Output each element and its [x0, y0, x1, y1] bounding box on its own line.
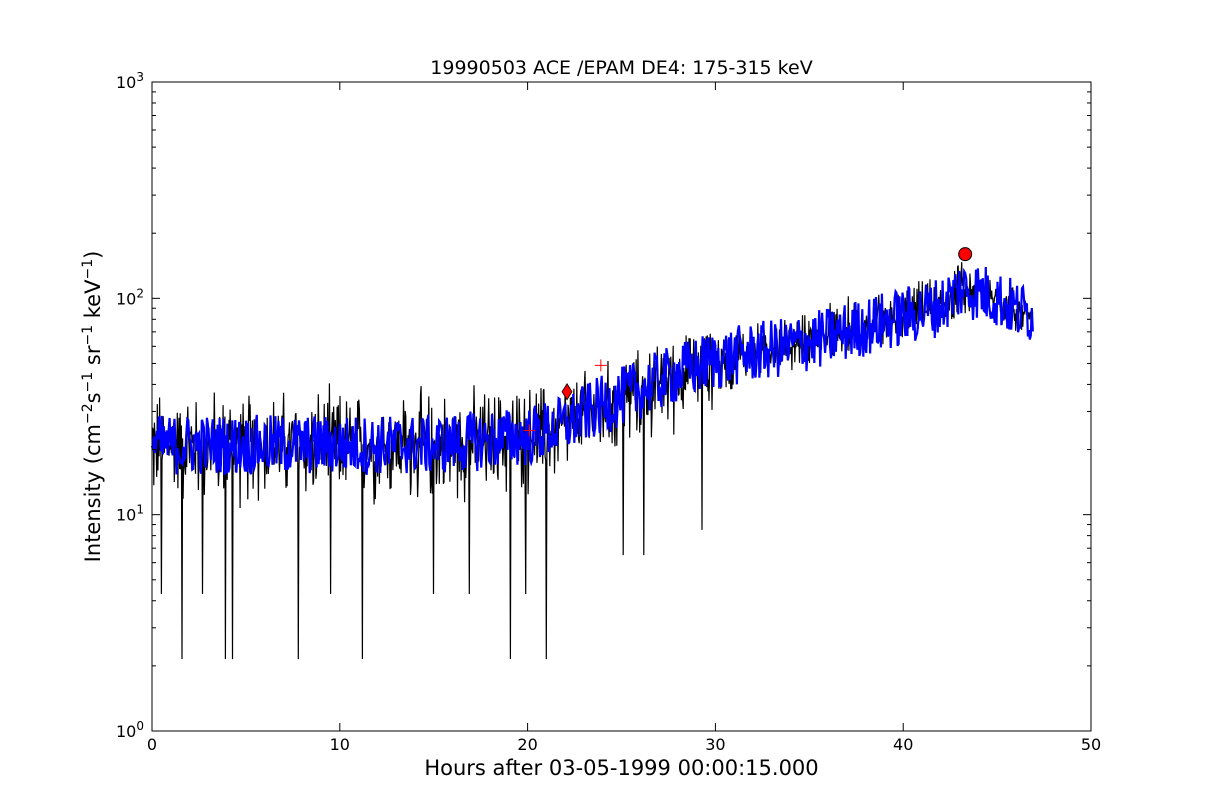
x-axis-label: Hours after 03-05-1999 00:00:15.000	[424, 756, 818, 780]
x-tick-label: 10	[330, 735, 350, 754]
axes-frame	[151, 81, 1092, 732]
y-tick-exponent: 3	[136, 70, 144, 84]
x-tick-label: 50	[1081, 735, 1101, 754]
y-axis-label-text: keV	[81, 279, 105, 325]
y-tick-label: 102	[116, 286, 144, 308]
y-axis-label-exponent: −1	[80, 372, 96, 393]
plus-marker	[594, 359, 607, 372]
y-tick-label: 103	[116, 70, 144, 92]
y-axis-label-exponent: −1	[80, 259, 96, 280]
x-tick-label: 40	[893, 735, 913, 754]
peak-marker	[958, 247, 973, 262]
chart-title: 19990503 ACE /EPAM DE4: 175-315 keV	[430, 57, 812, 79]
y-axis-label-text: s	[81, 392, 105, 403]
y-axis-label: Intensity (cm−2s−1 sr−1 keV−1)	[80, 251, 105, 563]
y-tick-exponent: 0	[136, 719, 144, 733]
y-axis-label-exponent: −1	[80, 325, 96, 346]
plot-area	[150, 247, 1034, 660]
y-axis-label-text: )	[81, 251, 105, 259]
y-axis-label-text: Intensity (cm	[81, 424, 105, 562]
y-tick-base: 10	[116, 289, 136, 308]
x-tick-label: 20	[517, 735, 537, 754]
y-tick-base: 10	[116, 506, 136, 525]
plus-marker	[523, 424, 536, 437]
y-tick-label: 100	[116, 719, 144, 741]
y-tick-label: 101	[116, 503, 144, 525]
y-tick-exponent: 1	[136, 503, 144, 517]
y-tick-base: 10	[116, 73, 136, 92]
y-axis-label-exponent: −2	[80, 403, 96, 424]
y-tick-base: 10	[116, 722, 136, 741]
onset-marker	[561, 382, 573, 401]
smoothed-intensity-line	[150, 266, 1034, 476]
x-tick-label: 0	[147, 735, 157, 754]
y-tick-exponent: 2	[136, 286, 144, 300]
y-axis-label-text: sr	[81, 345, 105, 372]
x-tick-label: 30	[705, 735, 725, 754]
raw-intensity-line	[151, 262, 1034, 660]
